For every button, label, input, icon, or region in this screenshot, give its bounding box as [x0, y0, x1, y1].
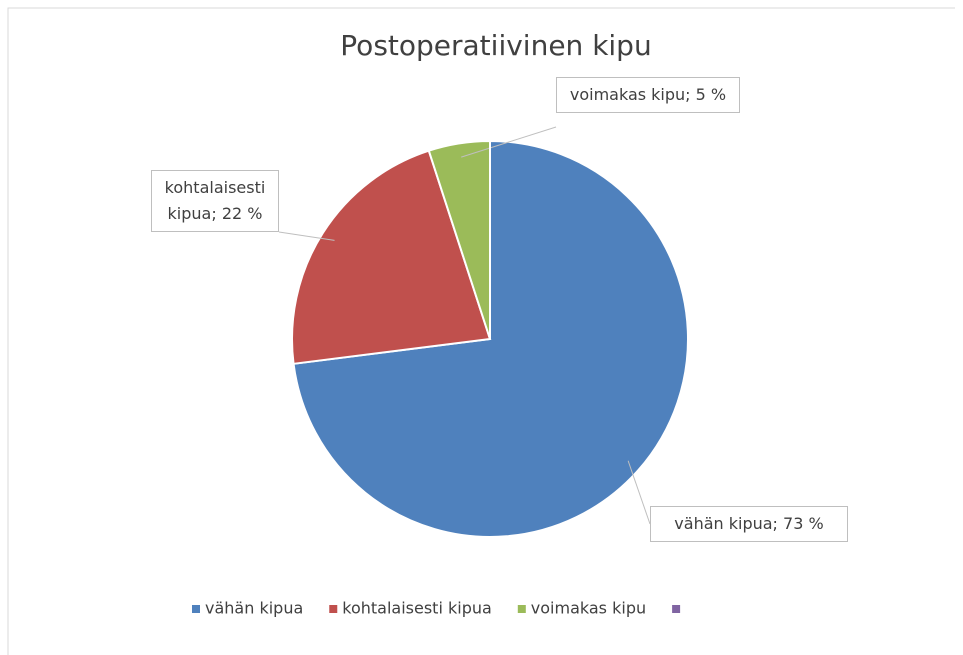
chart-frame	[7, 7, 955, 655]
leader-line	[461, 126, 557, 158]
data-label: vähän kipua; 73 %	[650, 506, 848, 542]
legend-label: kohtalaisesti kipua	[342, 599, 492, 618]
legend-marker	[672, 605, 681, 613]
leader-line	[278, 231, 335, 241]
data-label: voimakas kipu; 5 %	[556, 77, 740, 113]
data-label: kohtalaisesti kipua; 22 %	[151, 170, 279, 232]
chart-title: Postoperatiivinen kipu	[340, 29, 651, 62]
legend-marker	[329, 605, 338, 613]
leader-line	[627, 460, 651, 525]
legend-label: vähän kipua	[205, 599, 303, 618]
pie-slice	[291, 149, 492, 365]
legend-marker	[517, 605, 526, 613]
legend-label: voimakas kipu	[531, 599, 646, 618]
legend-marker	[192, 605, 200, 613]
